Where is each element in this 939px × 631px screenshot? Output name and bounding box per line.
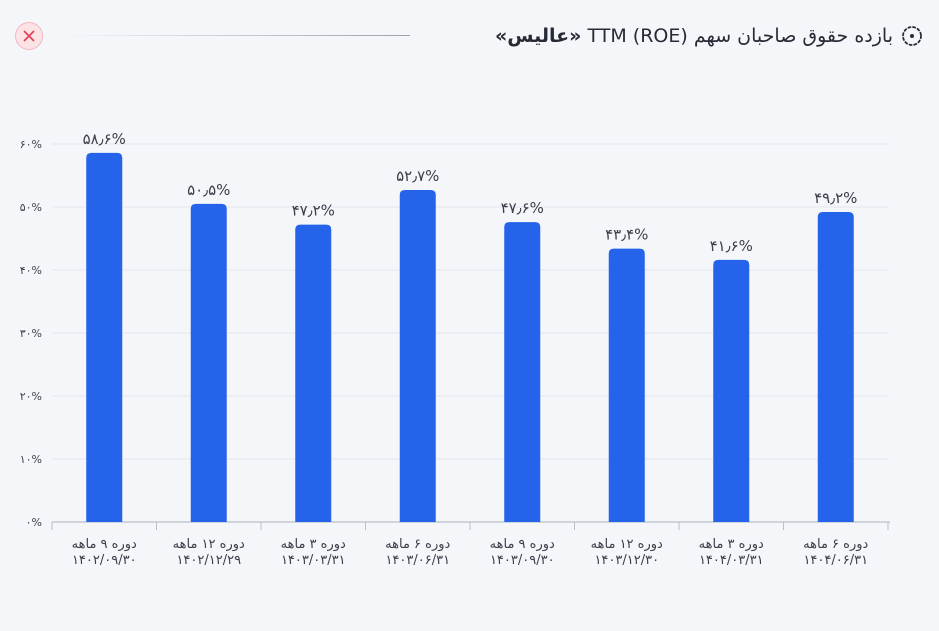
y-tick-label: ۴۰% xyxy=(20,264,42,277)
x-tick-label: ۱۴۰۴/۰۶/۳۱ xyxy=(803,553,868,568)
bar xyxy=(86,152,123,522)
chart-header: بازده حقوق صاحبان سهم TTM (ROE) «عالیس» xyxy=(0,0,939,72)
bar xyxy=(817,212,854,523)
x-tick-label: دوره ۳ ماهه xyxy=(699,537,764,552)
y-tick-label: ۰% xyxy=(26,516,42,529)
bar xyxy=(608,248,645,522)
title-group: بازده حقوق صاحبان سهم TTM (ROE) «عالیس» xyxy=(495,22,923,50)
page-title: بازده حقوق صاحبان سهم TTM (ROE) «عالیس» xyxy=(495,25,893,47)
x-tick-label: دوره ۶ ماهه xyxy=(385,537,450,552)
x-tick-label: ۱۴۰۲/۱۲/۲۹ xyxy=(176,553,241,568)
close-icon xyxy=(23,30,35,42)
bar xyxy=(190,203,227,522)
data-label: ۵۸٫۶% xyxy=(83,130,126,148)
y-tick-label: ۱۰% xyxy=(20,453,42,466)
y-tick-label: ۳۰% xyxy=(20,327,42,340)
close-button[interactable] xyxy=(15,22,43,50)
bar xyxy=(399,189,436,523)
y-tick-label: ۵۰% xyxy=(20,201,42,214)
x-tick-label: ۱۴۰۳/۰۳/۳۱ xyxy=(281,553,346,568)
title-prefix: بازده حقوق صاحبان سهم TTM (ROE) xyxy=(587,25,893,47)
header-divider xyxy=(62,35,410,36)
x-tick-label: دوره ۱۲ ماهه xyxy=(173,537,245,552)
x-tick-label: دوره ۹ ماهه xyxy=(72,537,137,552)
x-tick-label: ۱۴۰۴/۰۳/۳۱ xyxy=(699,553,764,568)
x-tick-label: دوره ۳ ماهه xyxy=(281,537,346,552)
bar xyxy=(295,224,332,522)
x-tick-label: دوره ۹ ماهه xyxy=(490,537,555,552)
y-tick-label: ۶۰% xyxy=(20,138,42,151)
bar xyxy=(504,222,541,522)
title-company: «عالیس» xyxy=(495,25,582,47)
data-label: ۴۹٫۲% xyxy=(814,189,857,207)
data-label: ۴۳٫۴% xyxy=(605,226,648,244)
data-label: ۵۰٫۵% xyxy=(187,181,230,199)
y-tick-label: ۲۰% xyxy=(20,390,42,403)
x-tick-label: ۱۴۰۳/۰۶/۳۱ xyxy=(385,553,450,568)
data-label: ۴۱٫۶% xyxy=(710,237,753,255)
x-tick-label: ۱۴۰۲/۰۹/۳۰ xyxy=(72,553,137,568)
x-tick-label: ۱۴۰۳/۰۹/۳۰ xyxy=(490,553,555,568)
data-label: ۴۷٫۶% xyxy=(501,199,544,217)
x-tick-label: دوره ۱۲ ماهه xyxy=(591,537,663,552)
bar xyxy=(713,259,750,522)
data-label: ۴۷٫۲% xyxy=(292,202,335,220)
x-tick-label: دوره ۶ ماهه xyxy=(803,537,868,552)
x-tick-label: ۱۴۰۳/۱۲/۳۰ xyxy=(594,553,659,568)
data-label: ۵۲٫۷% xyxy=(396,167,439,185)
dotted-circle-icon xyxy=(902,26,922,46)
